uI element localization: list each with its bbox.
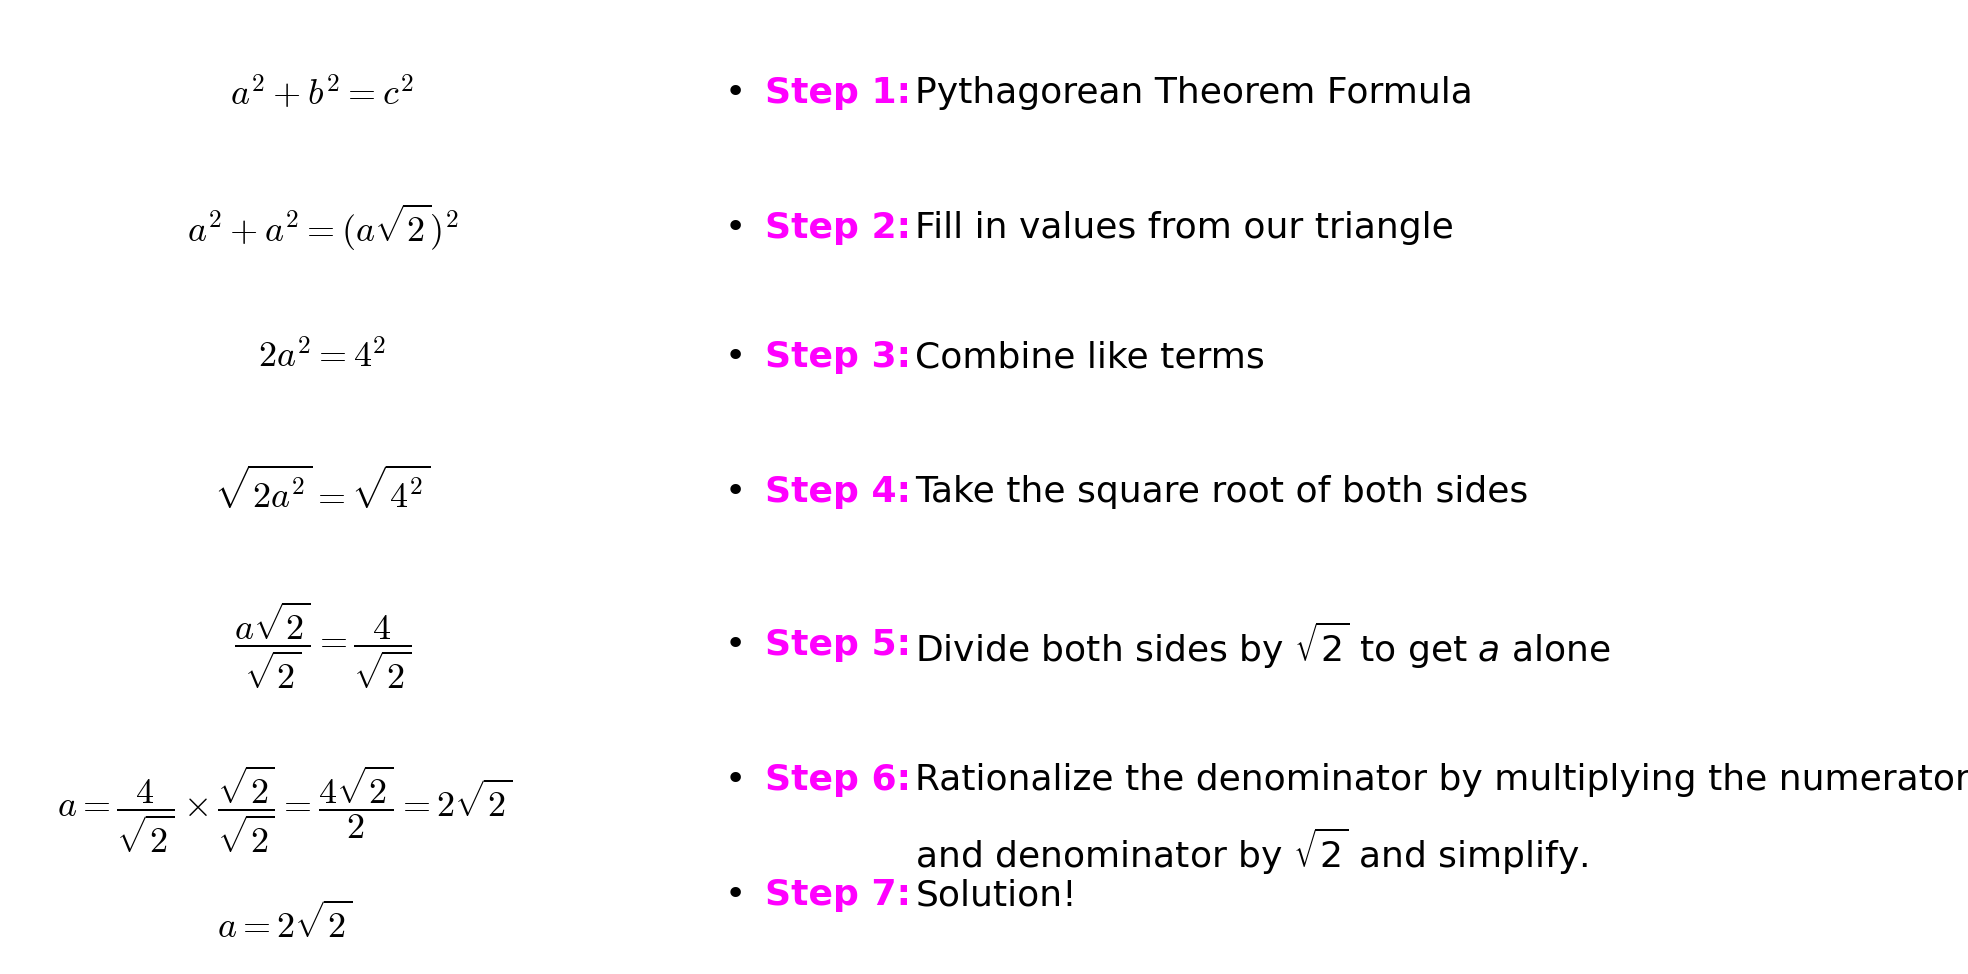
Text: Step 1:: Step 1:: [766, 76, 911, 110]
Text: Rationalize the denominator by multiplying the numerator: Rationalize the denominator by multiplyi…: [915, 763, 1968, 797]
Text: Step 6:: Step 6:: [766, 763, 911, 797]
Text: Step 7:: Step 7:: [766, 878, 911, 912]
Text: Step 2:: Step 2:: [766, 210, 911, 244]
Text: and denominator by $\sqrt{2}$ and simplify.: and denominator by $\sqrt{2}$ and simpli…: [915, 826, 1588, 878]
Text: Fill in values from our triangle: Fill in values from our triangle: [915, 210, 1454, 244]
Text: •: •: [724, 210, 746, 244]
Text: $2a^2 = 4^2$: $2a^2 = 4^2$: [258, 340, 386, 375]
Text: •: •: [724, 628, 746, 662]
Text: Solution!: Solution!: [915, 878, 1076, 912]
Text: Step 4:: Step 4:: [766, 474, 911, 508]
Text: $a^2 + b^2 = c^2$: $a^2 + b^2 = c^2$: [230, 74, 413, 112]
Text: Step 3:: Step 3:: [766, 340, 911, 374]
Text: Pythagorean Theorem Formula: Pythagorean Theorem Formula: [915, 76, 1474, 110]
Text: Divide both sides by $\sqrt{2}$ to get $a$ alone: Divide both sides by $\sqrt{2}$ to get $…: [915, 619, 1612, 671]
Text: •: •: [724, 340, 746, 374]
Text: •: •: [724, 878, 746, 912]
Text: •: •: [724, 763, 746, 797]
Text: •: •: [724, 474, 746, 508]
Text: $\dfrac{a\sqrt{2}}{\sqrt{2}} = \dfrac{4}{\sqrt{2}}$: $\dfrac{a\sqrt{2}}{\sqrt{2}} = \dfrac{4}…: [234, 600, 411, 692]
Text: Step 5:: Step 5:: [766, 628, 911, 662]
Text: $\sqrt{2a^2} = \sqrt{4^2}$: $\sqrt{2a^2} = \sqrt{4^2}$: [215, 468, 431, 516]
Text: •: •: [724, 76, 746, 110]
Text: Combine like terms: Combine like terms: [915, 340, 1265, 374]
Text: $a = \dfrac{4}{\sqrt{2}} \times \dfrac{\sqrt{2}}{\sqrt{2}} = \dfrac{4\sqrt{2}}{2: $a = \dfrac{4}{\sqrt{2}} \times \dfrac{\…: [57, 763, 512, 854]
Text: Take the square root of both sides: Take the square root of both sides: [915, 474, 1529, 508]
Text: $a^2 + a^2 = (a\sqrt{2})^2$: $a^2 + a^2 = (a\sqrt{2})^2$: [187, 203, 459, 253]
Text: $a = 2\sqrt{2}$: $a = 2\sqrt{2}$: [216, 903, 352, 945]
